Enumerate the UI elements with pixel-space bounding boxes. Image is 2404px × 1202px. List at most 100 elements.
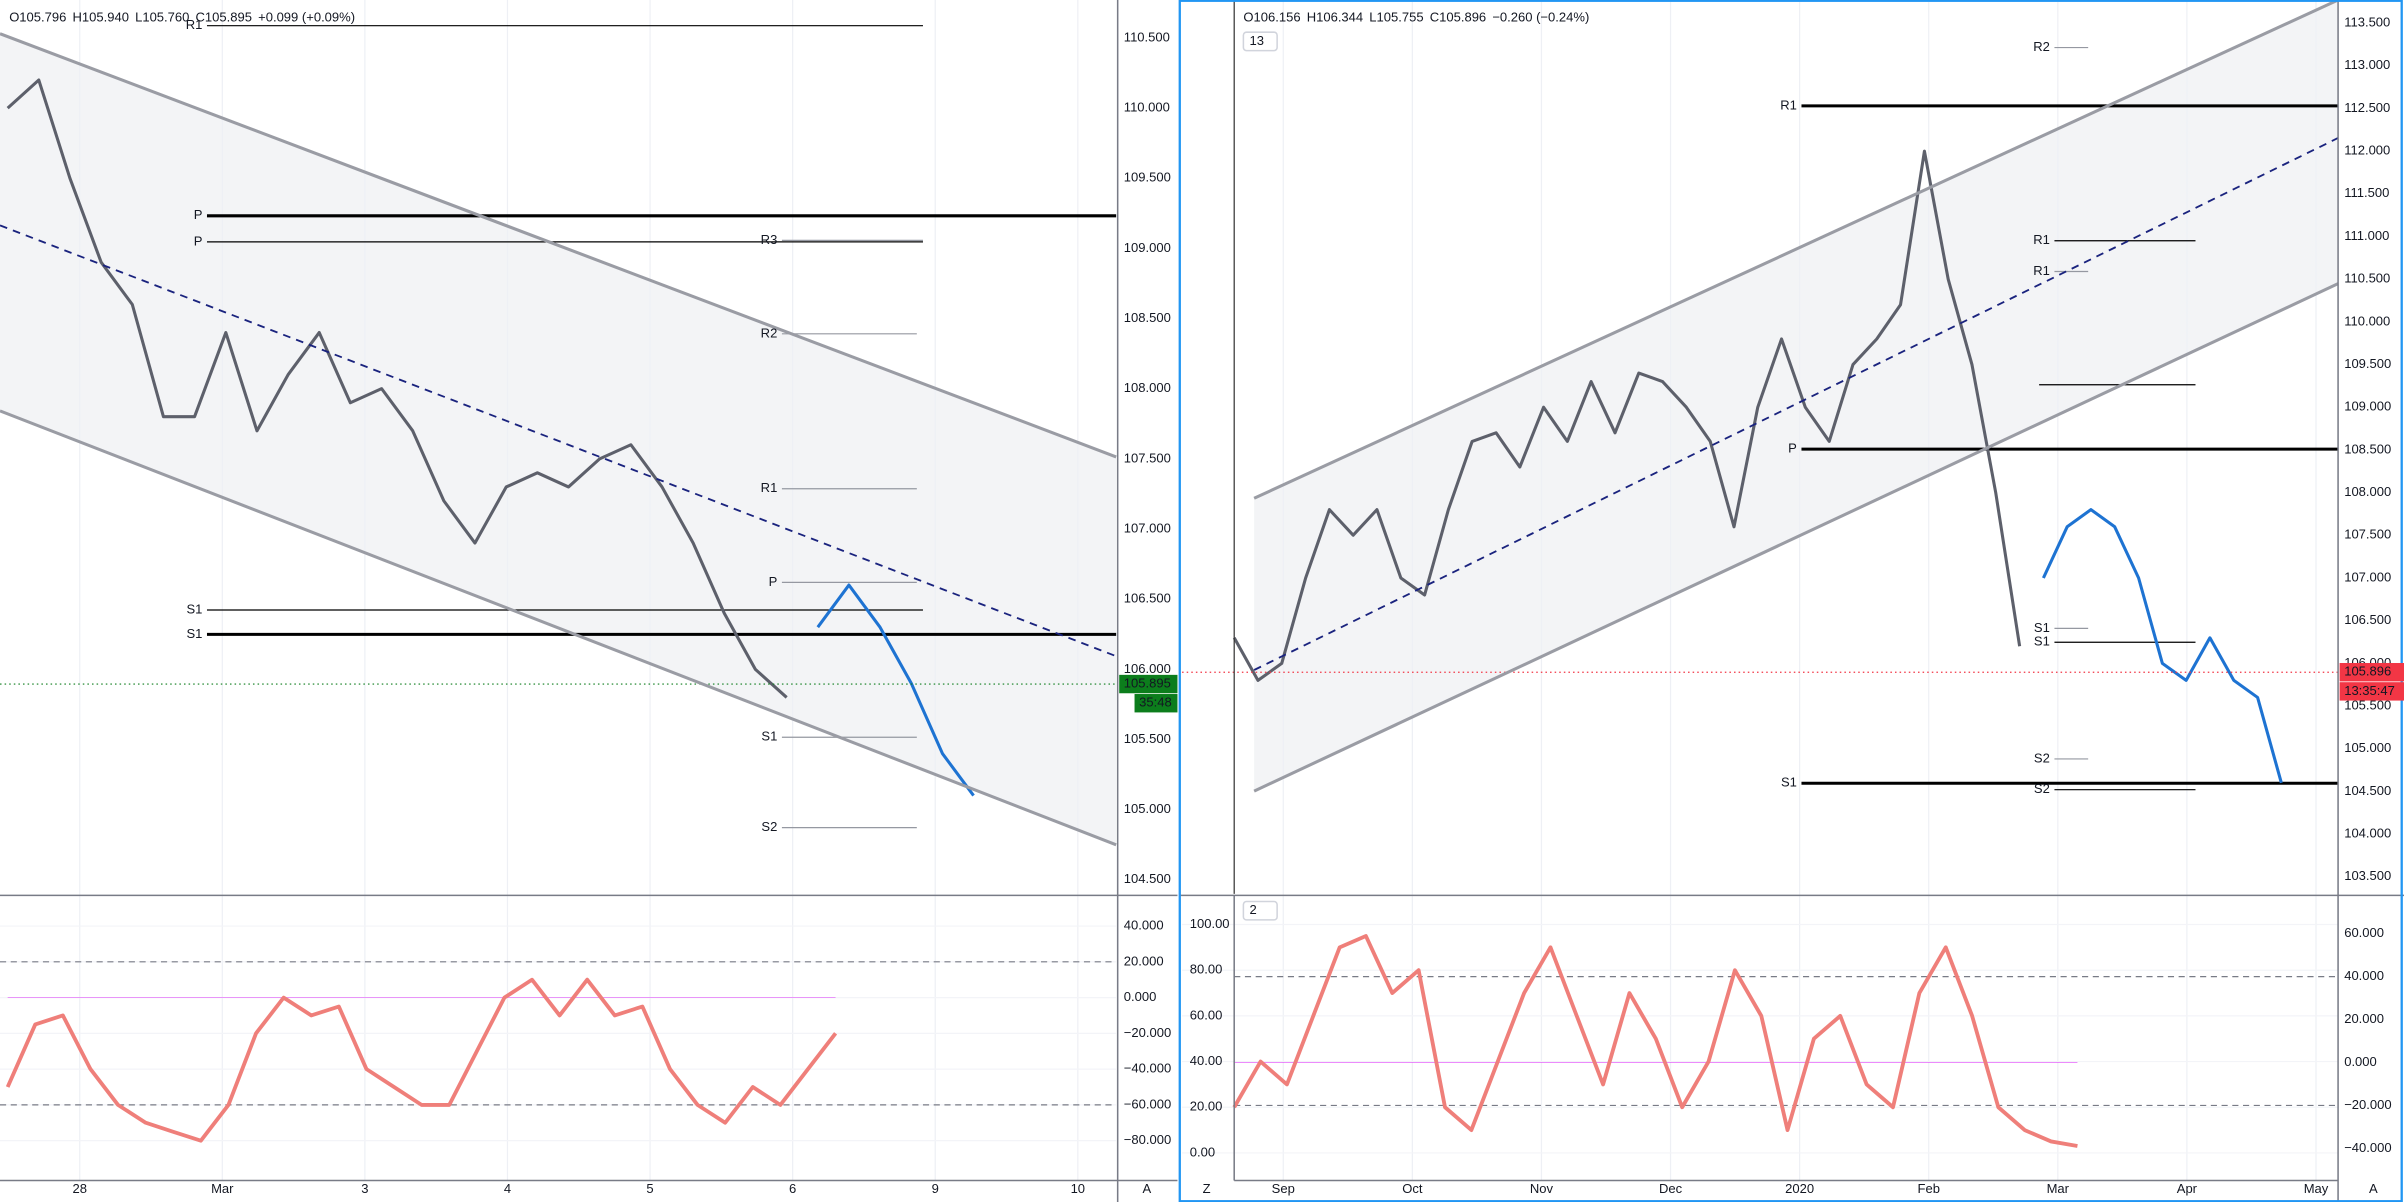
y-tick-label: 109.000	[1124, 240, 1171, 255]
countdown-bg	[2339, 682, 2404, 701]
pivot-label: S2	[2034, 750, 2050, 765]
channel-fill	[1254, 0, 2339, 792]
ohlc-header: O105.796 H105.940 L105.760 C105.895 +0.099 (…	[9, 10, 355, 25]
y-tick-label: 107.000	[2344, 569, 2391, 584]
channel-line	[1253, 282, 2339, 793]
corner-button[interactable]: A	[1142, 1181, 1151, 1196]
x-tick-label: Feb	[1918, 1181, 1940, 1196]
pivot-label: R3	[761, 232, 778, 247]
osc-tick-label: 40.000	[1124, 917, 1164, 932]
y-tick-label: 107.500	[2344, 527, 2391, 542]
countdown-bg	[1134, 694, 1178, 713]
osc-y2-tick-label: −40.000	[2344, 1140, 2391, 1155]
y-tick-label: 105.500	[2344, 697, 2391, 712]
y-tick-label: 105.000	[2344, 740, 2391, 755]
osc-y2-tick-label: −20.000	[2344, 1097, 2391, 1112]
channel-fill	[0, 33, 1117, 845]
y-tick-label: 109.000	[2344, 399, 2391, 414]
ohlc-value: L105.760	[135, 10, 189, 25]
osc-line	[1232, 934, 2078, 1148]
ohlc-header: O106.156 H106.344 L105.755 C105.896 −0.260 (…	[1243, 10, 1589, 25]
y-tick-label: 105.000	[1124, 801, 1171, 816]
active-frame	[1178, 0, 2403, 1202]
y-tick-label: 104.000	[2344, 826, 2391, 841]
x-tick-label: Sep	[1272, 1181, 1295, 1196]
ohlc-value: O106.156	[1243, 10, 1300, 25]
osc-tick-label: −20.000	[1124, 1025, 1171, 1040]
y-tick-label: 108.500	[2344, 441, 2391, 456]
y-tick-label: 104.500	[2344, 783, 2391, 798]
osc-tick-label: 60.00	[1190, 1007, 1223, 1022]
y-tick-label: 109.500	[1124, 170, 1171, 185]
price-line	[2042, 508, 2283, 784]
y-tick-label: 105.500	[1124, 731, 1171, 746]
osc-tick-label: 20.000	[1124, 953, 1164, 968]
corner-button[interactable]: Z	[1203, 1181, 1211, 1196]
pivot-label: S1	[2034, 634, 2050, 649]
pivot-label: S2	[761, 819, 777, 834]
pivot-label: R1	[761, 480, 778, 495]
ohlc-value: L105.755	[1369, 10, 1423, 25]
osc-tick-label: −60.000	[1124, 1096, 1171, 1111]
price-tag-bg	[2339, 663, 2404, 682]
x-tick-label: 2020	[1785, 1181, 1814, 1196]
pivot-label: R2	[761, 325, 778, 340]
y-tick-label: 108.500	[1124, 310, 1171, 325]
labels: 104.500 105.000 105.500 106.000 106.500 107.0…	[9, 10, 2404, 1196]
collapse-button[interactable]	[1242, 31, 1278, 52]
y-tick-label: 106.500	[2344, 612, 2391, 627]
channel-line	[0, 409, 1117, 847]
osc-tick-label: 0.000	[1124, 989, 1157, 1004]
y-tick-label: 110.500	[1124, 29, 1170, 44]
osc-tick-label: 80.00	[1190, 962, 1223, 977]
x-tick-label: 5	[646, 1181, 653, 1196]
ohlc-value: H106.344	[1307, 10, 1363, 25]
y-tick-label: 112.500	[2344, 100, 2390, 115]
price-line	[816, 583, 975, 797]
y-tick-label: 113.500	[2344, 14, 2390, 29]
osc-tick-label: 20.00	[1190, 1099, 1223, 1114]
pivot-label: S1	[761, 729, 777, 744]
osc-y2-tick-label: 40.000	[2344, 968, 2384, 983]
ohlc-value: O105.796	[9, 10, 66, 25]
ohlc-value: C105.896	[1430, 10, 1486, 25]
x-tick-label: 10	[1071, 1181, 1085, 1196]
countdown: 35:48	[1139, 695, 1172, 710]
channel-line	[0, 32, 1117, 459]
pivot-label: S2	[2034, 781, 2050, 796]
x-tick-label: Mar	[2047, 1181, 2070, 1196]
pivot-label: R1	[2033, 263, 2050, 278]
y-tick-label: 107.000	[1124, 520, 1171, 535]
pivot-label: R1	[2033, 232, 2050, 247]
osc-tick-label: 0.00	[1190, 1144, 1215, 1159]
y-tick-label: 111.500	[2344, 185, 2389, 200]
x-tick-label: May	[2304, 1181, 2329, 1196]
osc-line	[5, 977, 838, 1143]
y-tick-label: 106.000	[1124, 661, 1171, 676]
price-line	[6, 78, 788, 699]
x-tick-label: Oct	[1402, 1181, 1423, 1196]
collapse-button-label[interactable]: 2	[1250, 902, 1257, 917]
collapse-button-label[interactable]: 13	[1250, 33, 1264, 48]
pivot-label: R1	[186, 17, 203, 32]
osc-tick-label: −40.000	[1124, 1061, 1171, 1076]
y-tick-label: 108.000	[1124, 380, 1171, 395]
y-tick-label: 112.000	[2344, 143, 2390, 158]
x-tick-label: Mar	[211, 1181, 234, 1196]
y-tick-label: 103.500	[2344, 868, 2391, 883]
x-tick-label: 3	[361, 1181, 368, 1196]
x-tick-label: 28	[72, 1181, 86, 1196]
y-tick-label: 104.500	[1124, 871, 1171, 886]
x-tick-label: 6	[789, 1181, 796, 1196]
osc-tick-label: −80.000	[1124, 1132, 1171, 1147]
ohlc-value: +0.099 (+0.09%)	[258, 10, 355, 25]
ohlc-value: −0.260 (−0.24%)	[1492, 10, 1589, 25]
y-tick-label: 106.500	[1124, 591, 1171, 606]
osc-y2-tick-label: 20.000	[2344, 1011, 2384, 1026]
y-tick-label: 110.000	[2344, 313, 2390, 328]
channel-line	[1253, 0, 2339, 500]
x-tick-label: 9	[932, 1181, 939, 1196]
collapse-button[interactable]	[1242, 900, 1278, 921]
corner-button[interactable]: A	[2369, 1181, 2378, 1196]
